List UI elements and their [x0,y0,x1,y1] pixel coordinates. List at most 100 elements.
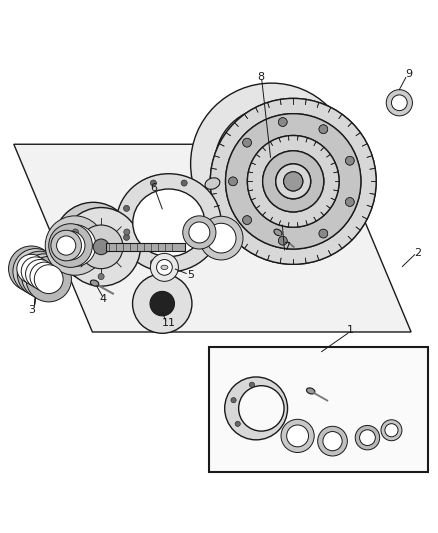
Ellipse shape [205,178,220,189]
Text: 1: 1 [346,325,353,335]
Circle shape [392,95,407,111]
Circle shape [17,254,46,283]
Circle shape [229,177,237,185]
Circle shape [319,229,328,238]
Circle shape [323,432,342,451]
Circle shape [385,424,398,437]
Circle shape [243,216,251,224]
Polygon shape [14,144,411,332]
Circle shape [199,216,243,260]
Circle shape [49,224,92,268]
Ellipse shape [90,280,99,286]
Circle shape [279,236,287,245]
Circle shape [284,172,303,191]
Circle shape [346,156,354,165]
Text: 7: 7 [283,242,290,252]
Circle shape [279,236,287,245]
Circle shape [124,205,130,212]
Circle shape [319,229,328,238]
Circle shape [226,114,361,249]
Circle shape [284,172,303,191]
Circle shape [45,216,105,275]
Circle shape [56,231,85,260]
Circle shape [243,216,251,224]
Circle shape [30,262,59,291]
Text: 2: 2 [414,248,421,259]
Circle shape [13,248,58,294]
Circle shape [181,180,187,186]
Ellipse shape [307,388,315,394]
Circle shape [21,254,67,299]
Circle shape [210,99,376,264]
Circle shape [98,273,104,280]
Circle shape [247,135,339,227]
Circle shape [9,246,54,292]
Circle shape [243,138,251,147]
Circle shape [25,260,54,288]
Circle shape [183,216,216,249]
Circle shape [79,225,123,269]
Ellipse shape [133,189,205,257]
Circle shape [229,177,237,185]
Circle shape [276,164,311,199]
Circle shape [150,292,174,316]
Text: 9: 9 [405,69,413,79]
Circle shape [54,203,133,281]
Circle shape [381,420,402,441]
Ellipse shape [214,188,242,209]
Circle shape [51,230,81,261]
Circle shape [263,151,324,212]
Circle shape [215,107,328,221]
Circle shape [54,224,96,266]
Circle shape [191,83,352,245]
Circle shape [287,425,308,447]
Circle shape [319,125,328,134]
Circle shape [226,114,361,249]
Circle shape [93,239,109,255]
Circle shape [386,90,413,116]
Circle shape [318,426,347,456]
Circle shape [150,260,156,265]
Circle shape [360,430,375,446]
Circle shape [279,118,287,126]
Text: 4: 4 [100,294,107,304]
Text: 6: 6 [150,183,157,193]
Circle shape [235,421,240,426]
Circle shape [72,229,78,235]
Circle shape [206,223,236,253]
Ellipse shape [161,265,168,270]
Circle shape [225,377,288,440]
Circle shape [150,253,178,281]
Ellipse shape [117,174,221,272]
Circle shape [231,398,236,403]
Circle shape [263,151,324,212]
Text: 5: 5 [187,270,194,280]
Circle shape [319,125,328,134]
Circle shape [62,207,141,286]
Text: 8: 8 [257,71,264,82]
Text: 3: 3 [28,305,35,315]
Circle shape [346,198,354,206]
Bar [209,348,427,472]
Circle shape [17,251,63,297]
Circle shape [249,382,254,387]
Circle shape [57,236,76,255]
Text: 11: 11 [162,318,176,328]
Circle shape [243,138,251,147]
Circle shape [210,99,376,264]
Circle shape [150,180,156,186]
Circle shape [133,274,192,333]
Circle shape [281,419,314,453]
Circle shape [26,256,71,302]
Circle shape [355,425,380,450]
Circle shape [247,135,339,227]
Circle shape [124,229,130,235]
Circle shape [279,118,287,126]
Circle shape [276,164,311,199]
Circle shape [21,257,50,286]
Circle shape [239,386,284,431]
Circle shape [346,156,354,165]
Circle shape [189,222,210,243]
Circle shape [346,198,354,206]
Circle shape [34,265,63,294]
